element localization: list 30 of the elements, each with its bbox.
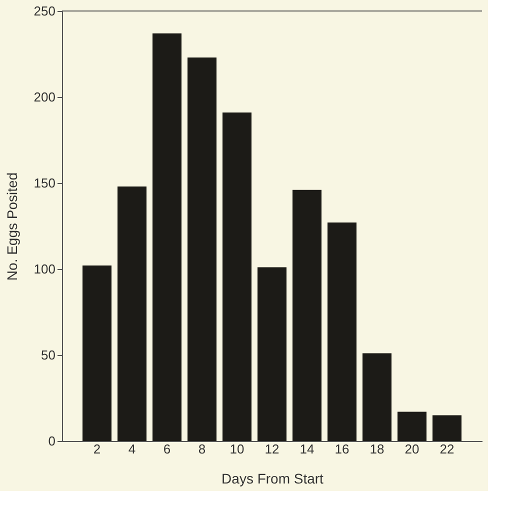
y-tick-label: 100 — [34, 262, 56, 276]
x-tick-label: 2 — [93, 442, 101, 456]
y-axis-title: No. Eggs Posited — [4, 172, 20, 281]
bar — [432, 415, 462, 441]
x-tick-label: 22 — [440, 442, 454, 456]
x-tick-label: 14 — [300, 442, 314, 456]
bar — [258, 267, 286, 441]
bar — [82, 266, 112, 441]
x-tick-label: 6 — [163, 442, 171, 456]
y-tick-label: 0 — [48, 434, 56, 448]
x-tick-label: 10 — [230, 442, 244, 456]
x-tick-label: 18 — [370, 442, 384, 456]
x-tick-label: 4 — [128, 442, 136, 456]
bar — [292, 190, 322, 441]
bar — [222, 112, 252, 441]
x-axis-title: Days From Start — [222, 470, 324, 486]
bar — [362, 353, 392, 441]
y-tick-label: 200 — [34, 90, 56, 104]
bar — [118, 186, 146, 441]
x-tick-label: 16 — [334, 442, 350, 456]
x-tick-label: 12 — [264, 442, 280, 456]
y-tick-label: 250 — [34, 4, 56, 18]
x-tick-label: 20 — [404, 442, 420, 456]
y-tick-label: 50 — [41, 348, 56, 362]
y-tick-label: 150 — [34, 176, 56, 190]
bar — [188, 57, 216, 441]
bar — [398, 412, 426, 441]
bar — [152, 33, 182, 441]
x-tick-label: 8 — [198, 442, 206, 456]
bar — [328, 222, 356, 441]
